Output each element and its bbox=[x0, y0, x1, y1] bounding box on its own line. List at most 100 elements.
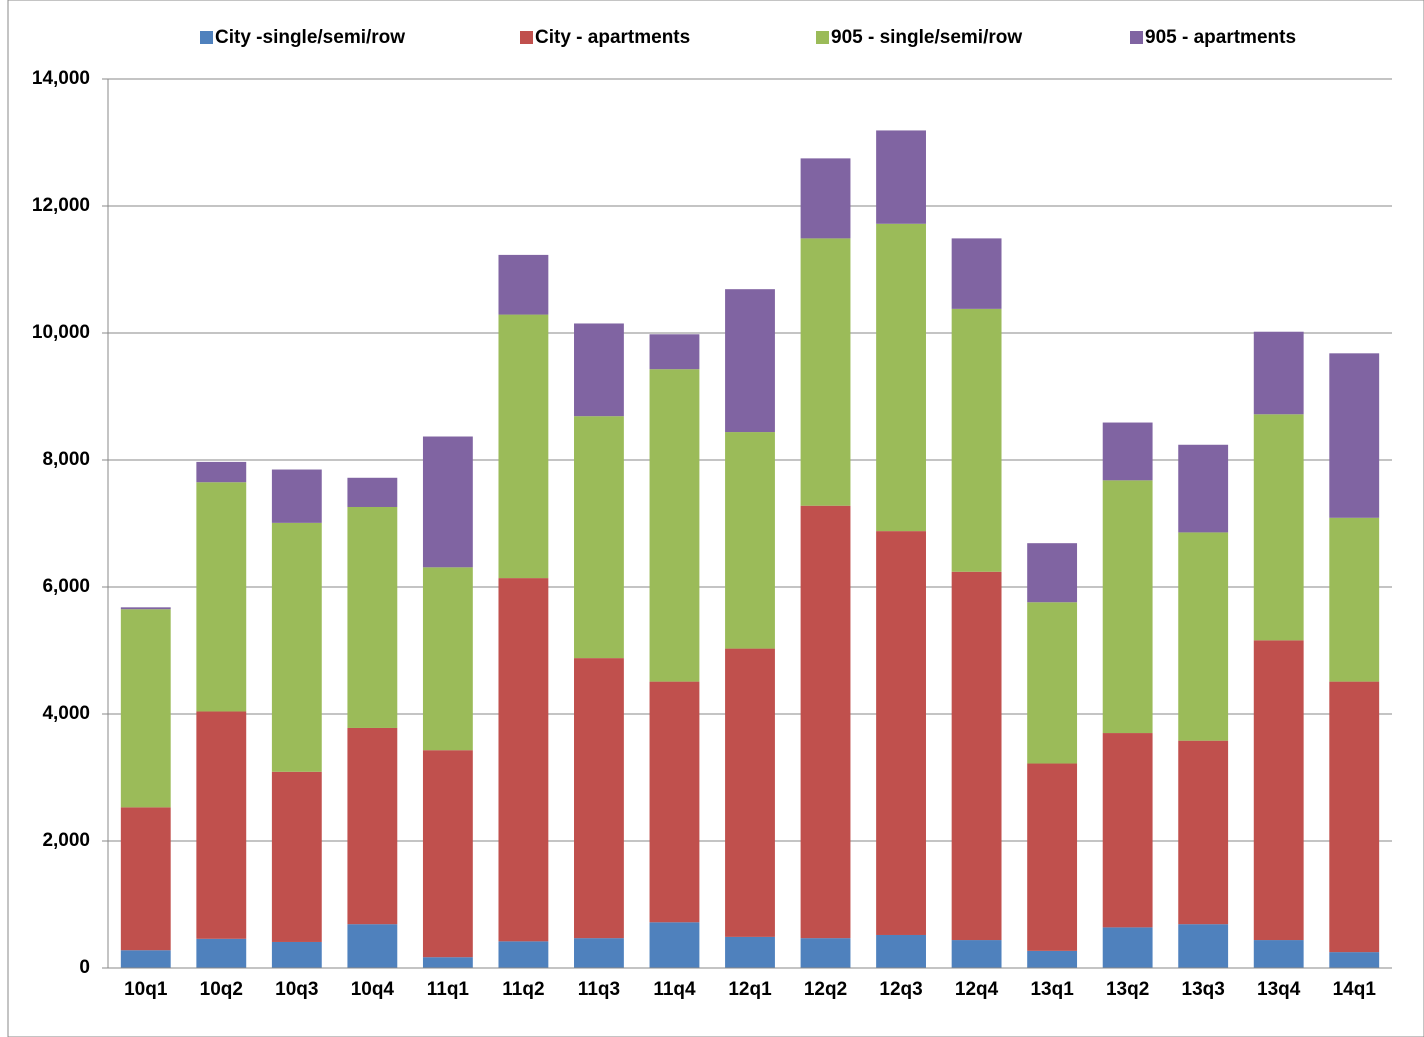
bar-segment bbox=[1027, 950, 1078, 968]
bar-segment bbox=[876, 531, 926, 935]
bar-segment bbox=[196, 482, 247, 712]
bar-segment bbox=[725, 936, 775, 968]
bar-segment bbox=[1329, 952, 1380, 968]
legend-swatch bbox=[520, 31, 533, 44]
bar-segment bbox=[347, 506, 398, 728]
bar-segment bbox=[196, 711, 247, 939]
x-tick-label: 11q3 bbox=[578, 979, 620, 1000]
bar-segment bbox=[271, 941, 322, 968]
bar-segment bbox=[574, 938, 624, 968]
legend-swatch bbox=[816, 31, 829, 44]
x-tick-label: 13q4 bbox=[1257, 979, 1301, 1000]
x-tick-label: 12q1 bbox=[728, 979, 772, 1000]
x-tick-label: 10q4 bbox=[351, 979, 395, 1000]
y-tick-label: 2,000 bbox=[42, 830, 90, 851]
bar-segment bbox=[649, 369, 700, 682]
bar-segment bbox=[1329, 517, 1380, 682]
bar-segment bbox=[1027, 602, 1078, 764]
bar-segment bbox=[347, 924, 398, 968]
x-tick-label: 11q2 bbox=[502, 979, 544, 1000]
bar-segment bbox=[196, 461, 247, 483]
bar-segment bbox=[1329, 681, 1380, 953]
bar-segment bbox=[120, 609, 171, 808]
y-tick-label: 8,000 bbox=[42, 449, 90, 470]
bar-segment bbox=[649, 334, 700, 370]
bar-segment bbox=[196, 938, 247, 968]
bar-segment bbox=[1102, 927, 1153, 968]
bar-segment bbox=[498, 314, 549, 579]
bar-segment bbox=[271, 771, 322, 942]
bar-segment bbox=[1178, 444, 1229, 533]
bar-segment bbox=[120, 607, 171, 610]
x-tick-label: 12q2 bbox=[804, 979, 847, 1000]
bar-segment bbox=[800, 238, 851, 506]
x-tick-label: 10q1 bbox=[124, 979, 168, 1000]
bar-segment bbox=[725, 432, 775, 649]
legend-swatch bbox=[200, 31, 213, 44]
bar-segment bbox=[574, 658, 624, 939]
bar-segment bbox=[649, 922, 700, 968]
bar-segment bbox=[422, 567, 473, 751]
x-tick-label: 14q1 bbox=[1333, 979, 1377, 1000]
bar-segment bbox=[1102, 422, 1153, 481]
bar-segment bbox=[120, 950, 171, 968]
bar-segment bbox=[800, 505, 851, 939]
bar-segment bbox=[574, 323, 624, 417]
bar-segment bbox=[271, 469, 322, 523]
bar-segment bbox=[271, 522, 322, 772]
bar-segment bbox=[649, 681, 700, 923]
bar-segment bbox=[876, 130, 926, 224]
bar-segment bbox=[422, 750, 473, 958]
bar-segment bbox=[876, 934, 926, 968]
x-tick-label: 10q2 bbox=[200, 979, 243, 1000]
bar-segment bbox=[1178, 740, 1229, 925]
bar-segment bbox=[1102, 480, 1153, 734]
x-tick-label: 11q1 bbox=[427, 979, 470, 1000]
bar-segment bbox=[1253, 940, 1304, 968]
bar-segment bbox=[1102, 733, 1153, 928]
bar-segment bbox=[422, 957, 473, 968]
bar-segment bbox=[347, 477, 398, 507]
legend-swatch bbox=[1130, 31, 1143, 44]
bar-segment bbox=[951, 238, 1002, 309]
bar-segment bbox=[120, 807, 171, 951]
bar-segment bbox=[876, 223, 926, 532]
bar-segment bbox=[1253, 414, 1304, 641]
bar-segment bbox=[725, 648, 775, 937]
bar-segment bbox=[1253, 331, 1304, 415]
bar-segment bbox=[951, 571, 1002, 941]
bar-segment bbox=[800, 938, 851, 968]
y-tick-label: 4,000 bbox=[42, 703, 90, 724]
bar-segment bbox=[1329, 353, 1380, 518]
legend-label: City -single/semi/row bbox=[215, 27, 405, 48]
y-tick-label: 14,000 bbox=[32, 68, 90, 89]
x-tick-label: 12q4 bbox=[955, 979, 999, 1000]
x-tick-label: 12q3 bbox=[879, 979, 922, 1000]
bar-segment bbox=[1027, 543, 1078, 603]
y-tick-label: 6,000 bbox=[42, 576, 90, 597]
bar-segment bbox=[498, 941, 549, 968]
bar-segment bbox=[1178, 532, 1229, 741]
bar-segment bbox=[574, 416, 624, 659]
x-tick-label: 10q3 bbox=[275, 979, 318, 1000]
legend-label: 905 - single/semi/row bbox=[831, 27, 1022, 48]
bar-segment bbox=[951, 940, 1002, 968]
bar-segment bbox=[1253, 640, 1304, 941]
y-tick-label: 10,000 bbox=[32, 322, 90, 343]
bar-segment bbox=[498, 578, 549, 942]
bar-segment bbox=[1027, 763, 1078, 951]
bar-segment bbox=[422, 436, 473, 568]
bar-segment bbox=[1178, 924, 1229, 968]
y-tick-label: 12,000 bbox=[32, 195, 90, 216]
bar-segment bbox=[800, 158, 851, 239]
x-tick-label: 13q1 bbox=[1030, 979, 1074, 1000]
bar-segment bbox=[725, 289, 775, 433]
legend-label: 905 - apartments bbox=[1145, 27, 1296, 48]
bar-segment bbox=[498, 254, 549, 315]
bar-segment bbox=[951, 308, 1002, 572]
x-tick-label: 11q4 bbox=[653, 979, 696, 1000]
y-tick-label: 0 bbox=[79, 957, 90, 978]
legend-label: City - apartments bbox=[535, 27, 690, 48]
x-tick-label: 13q3 bbox=[1182, 979, 1225, 1000]
